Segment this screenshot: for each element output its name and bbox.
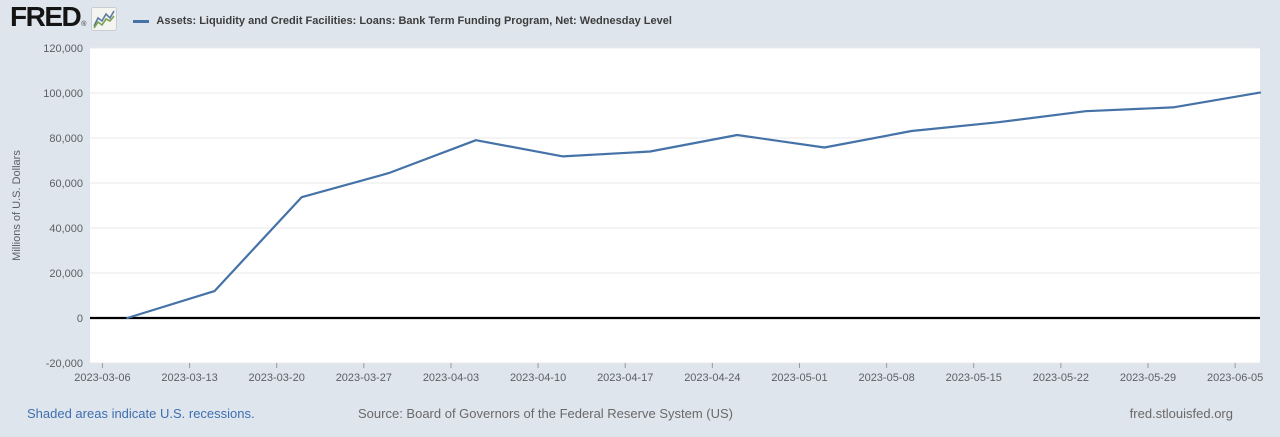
x-tick-label: 2023-05-15 [946,372,1002,384]
y-tick-label: 120,000 [43,43,83,55]
x-tick-label: 2023-06-05 [1207,372,1263,384]
y-tick-label: 80,000 [49,133,83,145]
y-tick-label: 60,000 [49,178,83,190]
fred-logo-text: FRED [10,1,82,32]
y-tick-label: 0 [77,313,83,325]
x-tick-label: 2023-05-29 [1120,372,1176,384]
fred-logo[interactable]: FRED ® [10,1,118,36]
line-chart-icon [91,7,118,36]
recessions-note-link[interactable]: Shaded areas indicate U.S. recessions. [27,406,255,421]
series-legend-dash [133,19,150,23]
x-tick-label: 2023-05-22 [1033,372,1089,384]
source-text: Source: Board of Governors of the Federa… [358,406,733,421]
y-axis-title: Millions of U.S. Dollars [11,150,23,261]
registered-mark: ® [81,21,87,28]
x-tick-label: 2023-04-24 [684,372,740,384]
x-tick-label: 2023-03-20 [249,372,305,384]
x-tick-label: 2023-03-27 [336,372,392,384]
x-tick-label: 2023-04-10 [510,372,566,384]
chart-plot-area[interactable]: 120,000 100,000 80,000 60,000 40,000 20,000 0 -… [0,36,1280,398]
y-tick-label: 20,000 [49,268,83,280]
chart-footer: Shaded areas indicate U.S. recessions. S… [0,399,1280,437]
site-text: fred.stlouisfed.org [1129,406,1233,421]
x-tick-label: 2023-03-13 [161,372,217,384]
series-title: Assets: Liquidity and Credit Facilities:… [156,15,672,27]
y-tick-label: 40,000 [49,223,83,235]
x-tick-label: 2023-05-01 [771,372,827,384]
x-tick-label: 2023-04-17 [597,372,653,384]
y-tick-label: -20,000 [46,358,83,370]
x-tick-label: 2023-05-08 [858,372,914,384]
plot-background [90,48,1260,363]
data-series-line [126,91,1262,320]
y-tick-label: 100,000 [43,88,83,100]
x-tick-label: 2023-04-03 [423,372,479,384]
chart-header: FRED ® Assets: Liquidity and Credit Faci… [10,1,672,36]
x-tick-label: 2023-03-06 [74,372,130,384]
